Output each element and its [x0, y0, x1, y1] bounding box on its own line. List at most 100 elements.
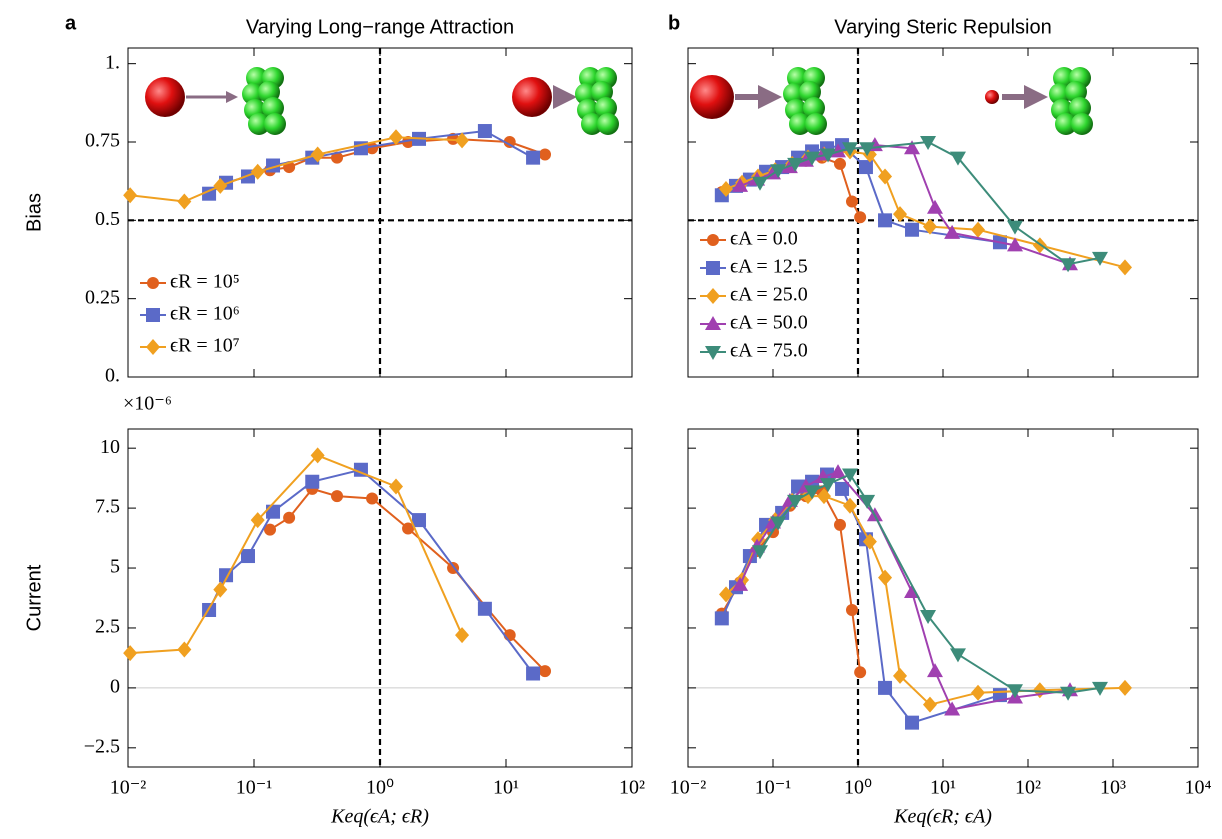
data-point — [858, 160, 873, 175]
data-point — [905, 715, 920, 730]
data-point — [719, 586, 734, 603]
data-point — [922, 696, 937, 713]
x-tick-label: 10⁴ — [1185, 777, 1212, 799]
data-point — [804, 485, 821, 500]
data-point — [820, 478, 837, 493]
y-tick-label: −2.5 — [84, 735, 120, 757]
series-line — [725, 495, 1126, 706]
chart-title: Varying Long−range Attraction — [246, 16, 514, 38]
data-point — [833, 518, 846, 531]
data-point — [878, 569, 893, 586]
panel: 10⁻² 10⁻¹ 10⁰ 10¹ 10² 10³ 10⁴ Keq(ϵR; ϵA) — [670, 428, 1212, 828]
data-point — [719, 181, 734, 197]
data-point — [264, 523, 277, 536]
x-tick-label: 10⁻² — [670, 777, 707, 799]
data-point — [1006, 684, 1023, 699]
x-tick-label: 10⁰ — [844, 777, 872, 799]
y-tick-label: 0.25 — [85, 286, 120, 308]
data-point — [266, 504, 281, 519]
y-tick-label: 7.5 — [95, 496, 120, 518]
data-point — [732, 177, 749, 192]
data-point — [893, 206, 908, 223]
data-point — [842, 497, 857, 514]
data-point — [830, 464, 847, 479]
legend-label: ϵR = 10⁷ — [170, 335, 240, 357]
data-point — [878, 213, 893, 228]
x-axis-label: Keq(ϵR; ϵA) — [893, 806, 992, 828]
data-point — [305, 474, 320, 489]
data-point — [841, 142, 858, 157]
legend-marker — [706, 288, 720, 304]
data-point — [944, 701, 961, 716]
panel: 10⁻² 10⁻¹ 10⁰ 10¹ 10² −2.5 0 2.5 5 7.5 10 Current ×1… — [23, 393, 645, 828]
data-point — [751, 545, 768, 560]
panel: Varying Steric Repulsion b ϵA = 0.0 ϵA = 12… — [668, 12, 1199, 378]
data-point — [944, 224, 961, 239]
data-point — [787, 494, 804, 509]
data-point — [841, 468, 858, 483]
data-point — [1006, 237, 1023, 252]
plot-frame — [687, 428, 1199, 768]
data-point — [402, 522, 415, 535]
x-tick-label: 10⁻¹ — [755, 777, 792, 799]
data-point — [816, 488, 831, 505]
legend-label: ϵR = 10⁶ — [170, 303, 240, 325]
data-point — [1091, 251, 1108, 266]
data-point — [331, 151, 344, 164]
data-point — [751, 176, 768, 191]
data-point — [878, 680, 893, 695]
series-line — [720, 473, 1001, 724]
data-point — [835, 481, 850, 496]
y-tick-label: 5 — [110, 556, 120, 578]
data-point — [1060, 258, 1077, 273]
data-point — [833, 157, 846, 170]
x-tick-label: 10¹ — [493, 777, 519, 799]
data-point — [526, 150, 541, 165]
data-point — [177, 193, 192, 210]
data-point — [893, 667, 908, 684]
legend-label: ϵA = 25.0 — [730, 284, 808, 306]
data-point — [846, 195, 859, 208]
legend-marker — [705, 316, 721, 330]
data-point — [770, 164, 787, 179]
legend-label: ϵA = 75.0 — [730, 340, 808, 362]
legend-marker — [146, 339, 160, 355]
data-point — [455, 627, 470, 644]
data-point — [970, 221, 985, 238]
data-point — [926, 199, 943, 214]
data-point — [920, 609, 937, 624]
y-tick-label: 10 — [100, 436, 120, 458]
data-point — [770, 516, 787, 531]
x-axis-label: Keq(ϵA; ϵR) — [330, 806, 429, 828]
data-point — [177, 641, 192, 658]
data-point — [714, 611, 729, 626]
data-point — [539, 665, 552, 678]
legend-label: ϵA = 12.5 — [730, 256, 808, 278]
data-point — [123, 645, 138, 662]
data-point — [904, 140, 921, 155]
data-point — [366, 492, 379, 505]
chart-title: Varying Steric Repulsion — [834, 16, 1052, 38]
series-line — [269, 487, 546, 672]
data-point — [123, 187, 138, 204]
data-point — [250, 512, 265, 529]
legend-marker — [146, 308, 160, 322]
data-point — [310, 447, 325, 464]
data-point — [331, 490, 344, 503]
legend-marker — [705, 346, 721, 360]
data-point — [862, 533, 877, 550]
data-point — [477, 124, 492, 139]
data-point — [949, 648, 966, 663]
data-point — [455, 132, 470, 149]
data-point — [854, 666, 867, 679]
data-point — [310, 146, 325, 163]
x-tick-label: 10³ — [1100, 777, 1126, 799]
y-tick-label: 1. — [105, 51, 120, 73]
data-point — [213, 581, 228, 598]
x-tick-label: 10² — [1015, 777, 1041, 799]
data-point — [787, 157, 804, 172]
data-point — [905, 222, 920, 237]
data-point — [1060, 686, 1077, 701]
plot-frame — [687, 47, 1199, 378]
data-point — [859, 142, 876, 157]
